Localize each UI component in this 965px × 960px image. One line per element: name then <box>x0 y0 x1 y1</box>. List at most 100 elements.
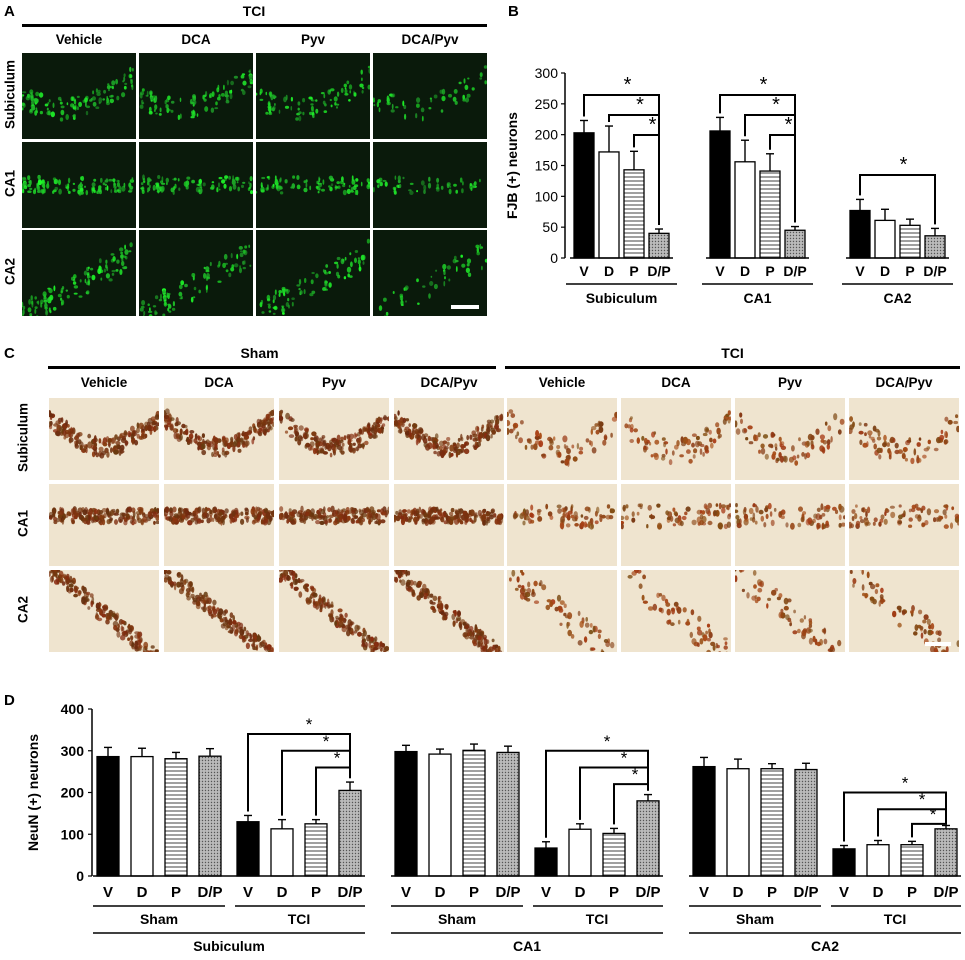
y-tick-label: 200 <box>61 785 85 801</box>
group-label: TCI <box>288 911 311 927</box>
bar <box>304 823 328 877</box>
y-tick-label: 300 <box>535 65 559 81</box>
panel-a-col-label: Pyv <box>300 32 326 47</box>
region-label: CA2 <box>883 290 911 306</box>
panel-c-col-label: Vehicle <box>538 375 586 390</box>
bar <box>924 235 946 259</box>
x-tick-label: D <box>873 884 884 901</box>
region-label: CA2 <box>811 938 839 954</box>
panel-a-group-title: TCI <box>242 3 266 19</box>
group-label: Sham <box>140 911 178 927</box>
x-tick-label: D <box>740 263 750 279</box>
y-tick-label: 150 <box>535 158 559 174</box>
region-label: Subiculum <box>586 290 658 306</box>
significance-star: * <box>900 154 908 176</box>
chart-d-neun: 0 100 200 300 400 NeuN (+) neurons V D P D/P V D P D/… <box>25 701 961 954</box>
panel-a-row-label: CA2 <box>2 258 18 286</box>
panel-c-row-label: CA2 <box>15 596 31 624</box>
bar <box>496 751 520 877</box>
bar <box>394 750 418 877</box>
panel-a-row-label: Subiculum <box>2 60 18 130</box>
bar <box>130 755 154 877</box>
panel-letter-d: D <box>4 692 15 709</box>
panel-letter-c: C <box>4 345 15 362</box>
y-tick-label: 250 <box>535 96 559 112</box>
y-tick-label: 100 <box>535 188 559 204</box>
significance-bracket <box>613 783 649 825</box>
x-tick-label: P <box>609 884 619 901</box>
x-tick-label: V <box>839 884 849 901</box>
ihc-micrograph <box>507 570 617 652</box>
x-tick-label: V <box>715 263 725 279</box>
significance-bracket <box>859 174 936 225</box>
y-tick-label: 200 <box>535 127 559 143</box>
y-tick-label: 50 <box>542 219 558 235</box>
y-tick-label: 0 <box>76 868 84 884</box>
bar <box>270 828 294 877</box>
region-label: CA1 <box>513 938 541 954</box>
significance-star: * <box>785 114 793 136</box>
x-tick-label: V <box>699 884 709 901</box>
panel-a-col-label: DCA/Pyv <box>401 32 459 47</box>
ihc-micrograph <box>279 398 389 480</box>
significance-bracket <box>877 808 947 837</box>
bar <box>934 828 958 877</box>
ihc-micrograph <box>849 398 959 480</box>
significance-bracket <box>247 733 351 812</box>
significance-star: * <box>604 732 611 751</box>
ihc-micrograph <box>849 570 959 652</box>
x-tick-label: D <box>435 884 446 901</box>
group-label: TCI <box>884 911 907 927</box>
x-tick-label: D/P <box>783 263 806 279</box>
bar <box>900 844 924 877</box>
fluorescence-micrograph <box>139 53 253 139</box>
region-label: CA1 <box>743 290 771 306</box>
panel-c-col-label: Vehicle <box>80 375 128 390</box>
y-tick-label: 0 <box>550 250 558 266</box>
panel-c-col-label: Pyv <box>777 375 803 390</box>
significance-bracket <box>769 134 796 223</box>
panel-letter-a: A <box>4 3 15 20</box>
panel-c-col-label: Pyv <box>321 375 347 390</box>
bar <box>96 755 120 877</box>
bar <box>164 758 188 877</box>
ihc-micrograph <box>507 484 617 566</box>
bar <box>648 232 670 259</box>
ihc-micrograph <box>279 570 389 652</box>
bar <box>866 844 890 877</box>
ihc-micrograph <box>49 398 159 480</box>
x-tick-label: D/P <box>933 884 958 901</box>
bar <box>759 170 781 259</box>
x-tick-label: V <box>855 263 865 279</box>
fluorescence-micrograph <box>373 230 487 316</box>
bar <box>692 765 716 877</box>
bar <box>784 229 806 259</box>
ihc-micrograph <box>507 398 617 480</box>
bar <box>428 753 452 877</box>
bar <box>602 832 626 877</box>
significance-bracket <box>843 791 947 842</box>
panel-a-row-label: CA1 <box>2 170 18 198</box>
x-tick-label: P <box>469 884 479 901</box>
x-tick-label: P <box>171 884 181 901</box>
significance-bracket <box>545 749 649 838</box>
ihc-micrograph <box>621 484 731 566</box>
significance-bracket <box>315 766 351 816</box>
significance-star: * <box>306 715 313 734</box>
bar <box>573 132 595 259</box>
x-tick-label: D/P <box>337 884 362 901</box>
ihc-micrograph <box>279 484 389 566</box>
panel-letter-b: B <box>508 3 519 20</box>
bar <box>534 847 558 877</box>
ihc-micrograph <box>735 570 845 652</box>
ihc-micrograph <box>621 398 731 480</box>
ihc-micrograph <box>164 398 274 480</box>
significance-star: * <box>772 94 780 116</box>
bar <box>709 130 731 259</box>
group-label: Sham <box>438 911 476 927</box>
ihc-micrograph <box>735 398 845 480</box>
bar <box>338 789 362 877</box>
panel-c-col-label: DCA <box>661 375 691 390</box>
x-tick-label: P <box>629 263 638 279</box>
